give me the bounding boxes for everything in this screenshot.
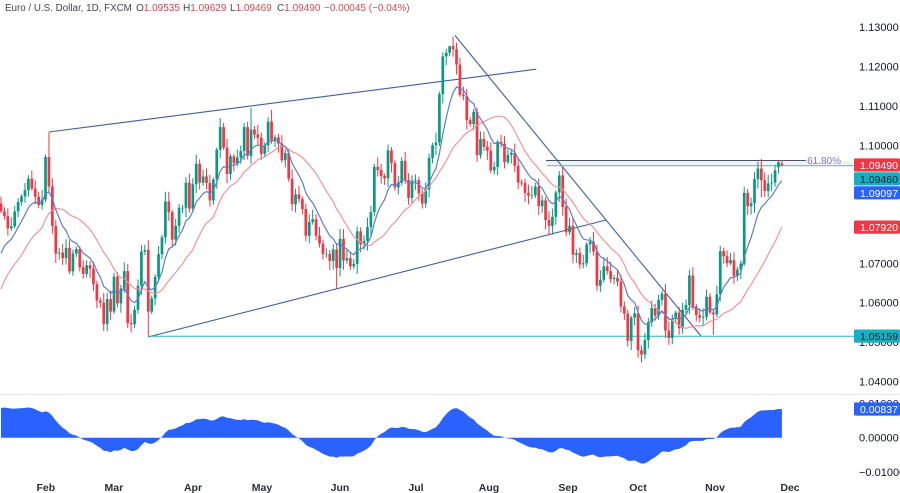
svg-text:1.09490: 1.09490: [860, 160, 898, 172]
svg-text:H1.09629: H1.09629: [183, 3, 227, 14]
svg-text:61.80%: 61.80%: [807, 156, 841, 167]
svg-text:1.07920: 1.07920: [860, 222, 898, 234]
svg-text:1.04000: 1.04000: [859, 376, 899, 388]
svg-text:O1.09535: O1.09535: [136, 3, 180, 14]
svg-text:1.09097: 1.09097: [860, 188, 898, 200]
svg-text:−0.00045 (−0.04%): −0.00045 (−0.04%): [324, 3, 410, 14]
svg-text:1.05159: 1.05159: [860, 331, 898, 343]
svg-text:1.12000: 1.12000: [859, 62, 899, 74]
svg-text:0.00000: 0.00000: [859, 433, 899, 445]
svg-text:L1.09469: L1.09469: [230, 3, 272, 14]
svg-text:Jun: Jun: [331, 482, 350, 493]
svg-text:1.10000: 1.10000: [859, 140, 899, 152]
svg-text:Dec: Dec: [780, 482, 799, 493]
svg-text:1.13000: 1.13000: [859, 22, 899, 34]
svg-text:Oct: Oct: [629, 482, 647, 493]
svg-text:May: May: [252, 482, 273, 493]
svg-text:Feb: Feb: [36, 482, 55, 493]
svg-text:Mar: Mar: [105, 482, 124, 493]
svg-text:1.06000: 1.06000: [859, 298, 899, 310]
svg-text:−0.01000: −0.01000: [859, 467, 900, 479]
svg-text:Euro / U.S. Dollar, 1D, FXCM: Euro / U.S. Dollar, 1D, FXCM: [5, 3, 132, 14]
svg-text:0.00837: 0.00837: [860, 404, 898, 416]
svg-text:Apr: Apr: [184, 482, 202, 493]
svg-text:Jul: Jul: [408, 482, 423, 493]
svg-text:C1.09490: C1.09490: [277, 3, 321, 14]
svg-text:Sep: Sep: [558, 482, 577, 493]
svg-text:1.07000: 1.07000: [859, 258, 899, 270]
svg-text:Aug: Aug: [479, 482, 499, 493]
svg-text:Nov: Nov: [705, 482, 725, 493]
svg-text:1.11000: 1.11000: [859, 101, 898, 113]
svg-text:1.09460: 1.09460: [860, 174, 898, 186]
